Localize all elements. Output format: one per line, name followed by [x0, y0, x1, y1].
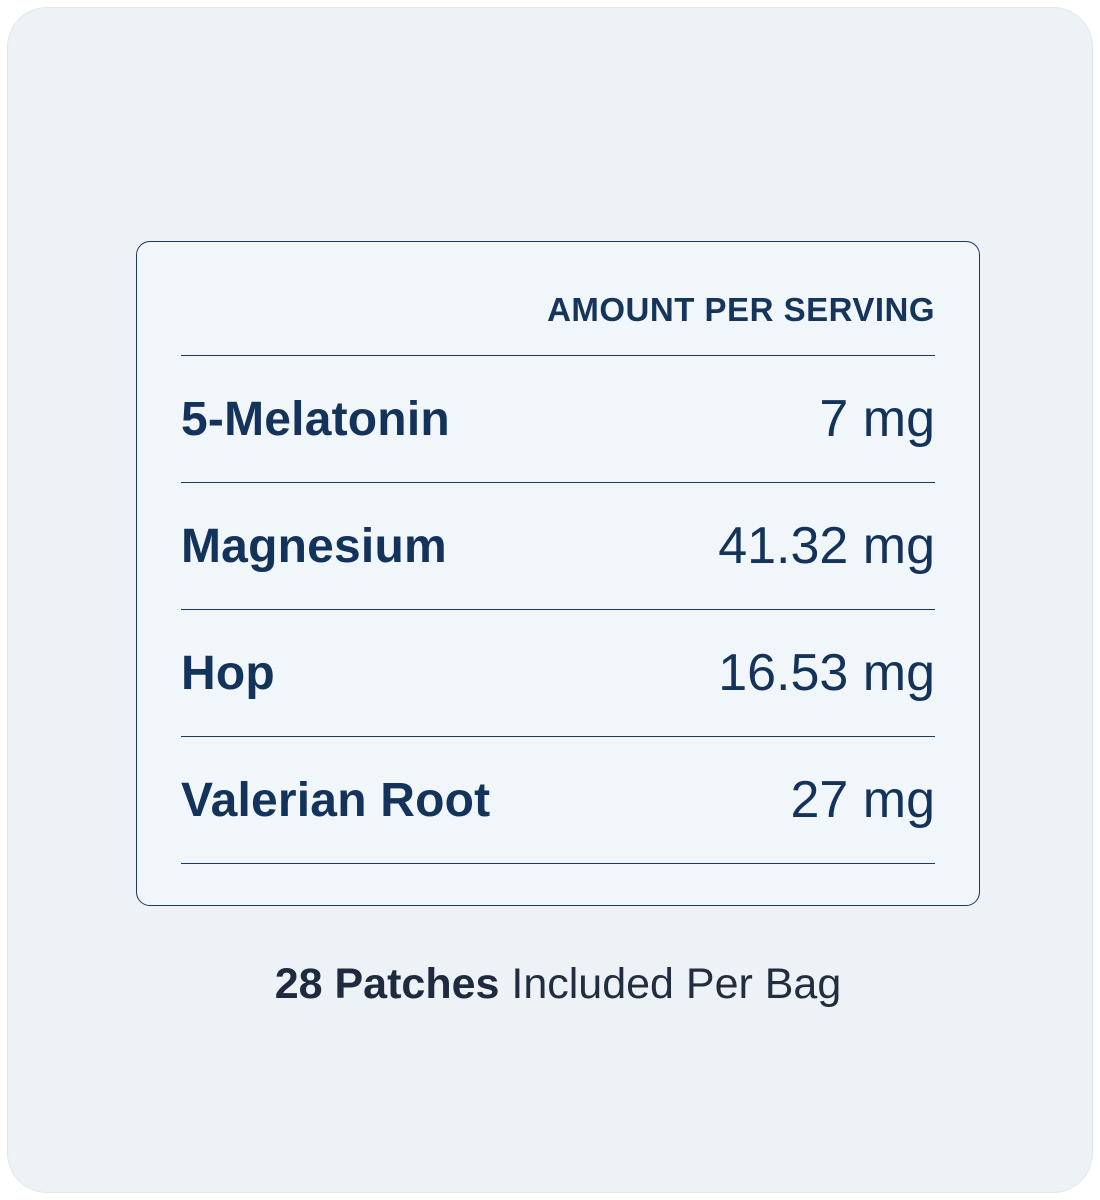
amount-per-serving-header: AMOUNT PER SERVING: [181, 242, 935, 356]
ingredient-name: Hop: [181, 646, 275, 700]
ingredient-name: Valerian Root: [181, 773, 491, 827]
ingredient-amount: 16.53 mg: [718, 644, 935, 702]
ingredient-row: 5-Melatonin 7 mg: [181, 356, 935, 483]
product-info-card: AMOUNT PER SERVING 5-Melatonin 7 mg Magn…: [7, 7, 1093, 1193]
ingredient-amount: 41.32 mg: [718, 517, 935, 575]
ingredient-name: 5-Melatonin: [181, 392, 450, 446]
supplement-facts-panel: AMOUNT PER SERVING 5-Melatonin 7 mg Magn…: [136, 241, 980, 906]
ingredient-row: Valerian Root 27 mg: [181, 737, 935, 864]
ingredient-amount: 27 mg: [790, 771, 935, 829]
patch-note-text: Included Per Bag: [511, 960, 842, 1008]
amount-per-serving-label: AMOUNT PER SERVING: [547, 291, 935, 328]
ingredient-name: Magnesium: [181, 519, 447, 573]
patch-count: 28 Patches: [274, 960, 500, 1008]
patch-count-note: 28 Patches Included Per Bag: [8, 951, 1100, 1017]
ingredient-row: Hop 16.53 mg: [181, 610, 935, 737]
ingredient-amount: 7 mg: [819, 390, 935, 448]
ingredient-row: Magnesium 41.32 mg: [181, 483, 935, 610]
